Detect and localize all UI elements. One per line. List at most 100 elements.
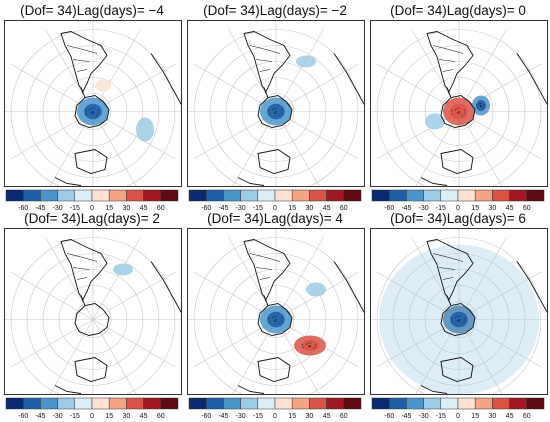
- significance-dot: [281, 317, 283, 319]
- colorbar-tick-label: 15: [471, 413, 479, 420]
- panel-title: (Dof= 34)Lag(days)= 0: [390, 3, 526, 18]
- colorbar-tick-label: 60: [157, 205, 165, 212]
- colorbar-tick-label: -45: [218, 413, 228, 420]
- anomaly-layer: [77, 79, 154, 142]
- colorbar-tick-label: 30: [489, 413, 497, 420]
- anomaly-positive: [95, 79, 111, 92]
- significance-dot: [458, 318, 460, 321]
- anomaly-negative: [136, 117, 154, 142]
- colorbar-tick-label: 0: [90, 205, 94, 212]
- colorbar-swatch: [309, 189, 327, 202]
- anomaly-layer: [379, 244, 539, 394]
- significance-dot: [479, 102, 481, 104]
- significance-dot: [276, 112, 278, 114]
- colorbar-tick-label: 60: [523, 413, 531, 420]
- significance-dot: [314, 346, 316, 348]
- colorbar-swatch: [5, 189, 24, 202]
- colorbar-tick-label: -45: [218, 205, 228, 212]
- colorbar-tick-label: -30: [53, 205, 63, 212]
- polar-map: [187, 228, 365, 395]
- colorbar-tick-label: -15: [436, 413, 446, 420]
- map-panel: (Dof= 34)Lag(days)= 6 -60 -45 -30 -15 0 15 30 45…: [370, 209, 548, 420]
- colorbar-tick-label: -15: [436, 205, 446, 212]
- significance-dot: [461, 114, 464, 117]
- colorbar-tick-label: 30: [123, 205, 131, 212]
- anomaly-negative: [306, 282, 326, 297]
- colorbar: -60 -45 -30 -15 0 15 30 45 60: [371, 189, 545, 214]
- colorbar-swatch: [388, 189, 407, 202]
- anomaly-layer: [260, 282, 326, 356]
- significance-dot: [90, 107, 92, 110]
- polar-map: [370, 228, 548, 395]
- colorbar-swatch: [91, 397, 110, 410]
- colorbar-swatch: [5, 397, 24, 410]
- polar-grid: [371, 21, 547, 186]
- significance-dot: [281, 109, 283, 111]
- colorbar-swatch: [457, 397, 476, 410]
- colorbar-tick-label: 45: [323, 413, 331, 420]
- colorbar-swatch: [108, 397, 127, 410]
- significance-dot: [92, 107, 94, 109]
- anomaly-negative: [296, 55, 316, 68]
- significance-dot: [457, 112, 460, 114]
- colorbar-tick-label: -15: [253, 413, 263, 420]
- significance-dot: [450, 317, 452, 319]
- significance-dot: [455, 109, 457, 111]
- colorbar-swatch: [371, 189, 390, 202]
- colorbar-tick-label: 30: [306, 413, 314, 420]
- significance-dot: [463, 320, 465, 322]
- significance-dot: [274, 112, 277, 114]
- significance-dot: [456, 315, 458, 318]
- colorbar-tick-label: -30: [236, 413, 246, 420]
- colorbar-tick-label: -60: [201, 205, 211, 212]
- significance-dot: [307, 342, 309, 344]
- significance-dot: [272, 109, 274, 111]
- colorbar-swatch: [326, 189, 345, 202]
- colorbar-tick-label: 60: [340, 413, 348, 420]
- significance-dot: [458, 110, 460, 113]
- significance-dot: [480, 106, 482, 108]
- colorbar-swatch: [74, 189, 93, 202]
- colorbar-tick-label: 60: [340, 205, 348, 212]
- colorbar-tick-label: 15: [105, 413, 113, 420]
- colorbar-swatch: [160, 189, 179, 202]
- significance-dot: [456, 107, 458, 110]
- colorbar-swatch: [188, 397, 207, 410]
- significance-dot: [476, 106, 478, 108]
- significance-dot: [98, 109, 100, 111]
- significance-dot: [276, 320, 278, 322]
- colorbar-tick-label: 45: [323, 205, 331, 212]
- colorbar-swatch: [474, 397, 493, 410]
- significance-dot: [458, 107, 460, 109]
- significance-dot: [483, 106, 485, 108]
- colorbar-tick-label: -60: [18, 205, 28, 212]
- colorbar-tick-label: 0: [456, 413, 460, 420]
- significance-dot: [275, 318, 277, 321]
- panel-title: (Dof= 34)Lag(days)= −4: [20, 3, 164, 18]
- colorbar-swatch: [423, 397, 442, 410]
- colorbar-swatch: [22, 397, 41, 410]
- colorbar-swatch: [526, 189, 545, 202]
- panel-title: (Dof= 34)Lag(days)= 4: [207, 211, 343, 226]
- significance-dot: [273, 315, 275, 318]
- colorbar-tick-label: 0: [456, 205, 460, 212]
- colorbar-tick-label: -30: [236, 205, 246, 212]
- significance-dot: [464, 109, 466, 111]
- anomaly-negative: [113, 263, 133, 276]
- significance-dot: [480, 102, 482, 104]
- significance-dot: [463, 112, 465, 114]
- colorbar-tick-label: 60: [157, 413, 165, 420]
- significance-dot: [310, 346, 312, 348]
- colorbar-tick-label: -60: [201, 413, 211, 420]
- colorbar-tick-label: -45: [35, 413, 45, 420]
- map-svg: [371, 21, 547, 186]
- colorbar-tick-label: 30: [489, 205, 497, 212]
- colorbar-tick-label: 0: [273, 413, 277, 420]
- colorbar-swatch: [440, 397, 459, 410]
- colorbar-swatch: [457, 189, 476, 202]
- significance-dot: [309, 344, 311, 347]
- colorbar-swatch: [509, 397, 528, 410]
- significance-dot: [315, 344, 317, 346]
- significance-dot: [455, 317, 457, 319]
- anomaly-negative: [425, 113, 445, 130]
